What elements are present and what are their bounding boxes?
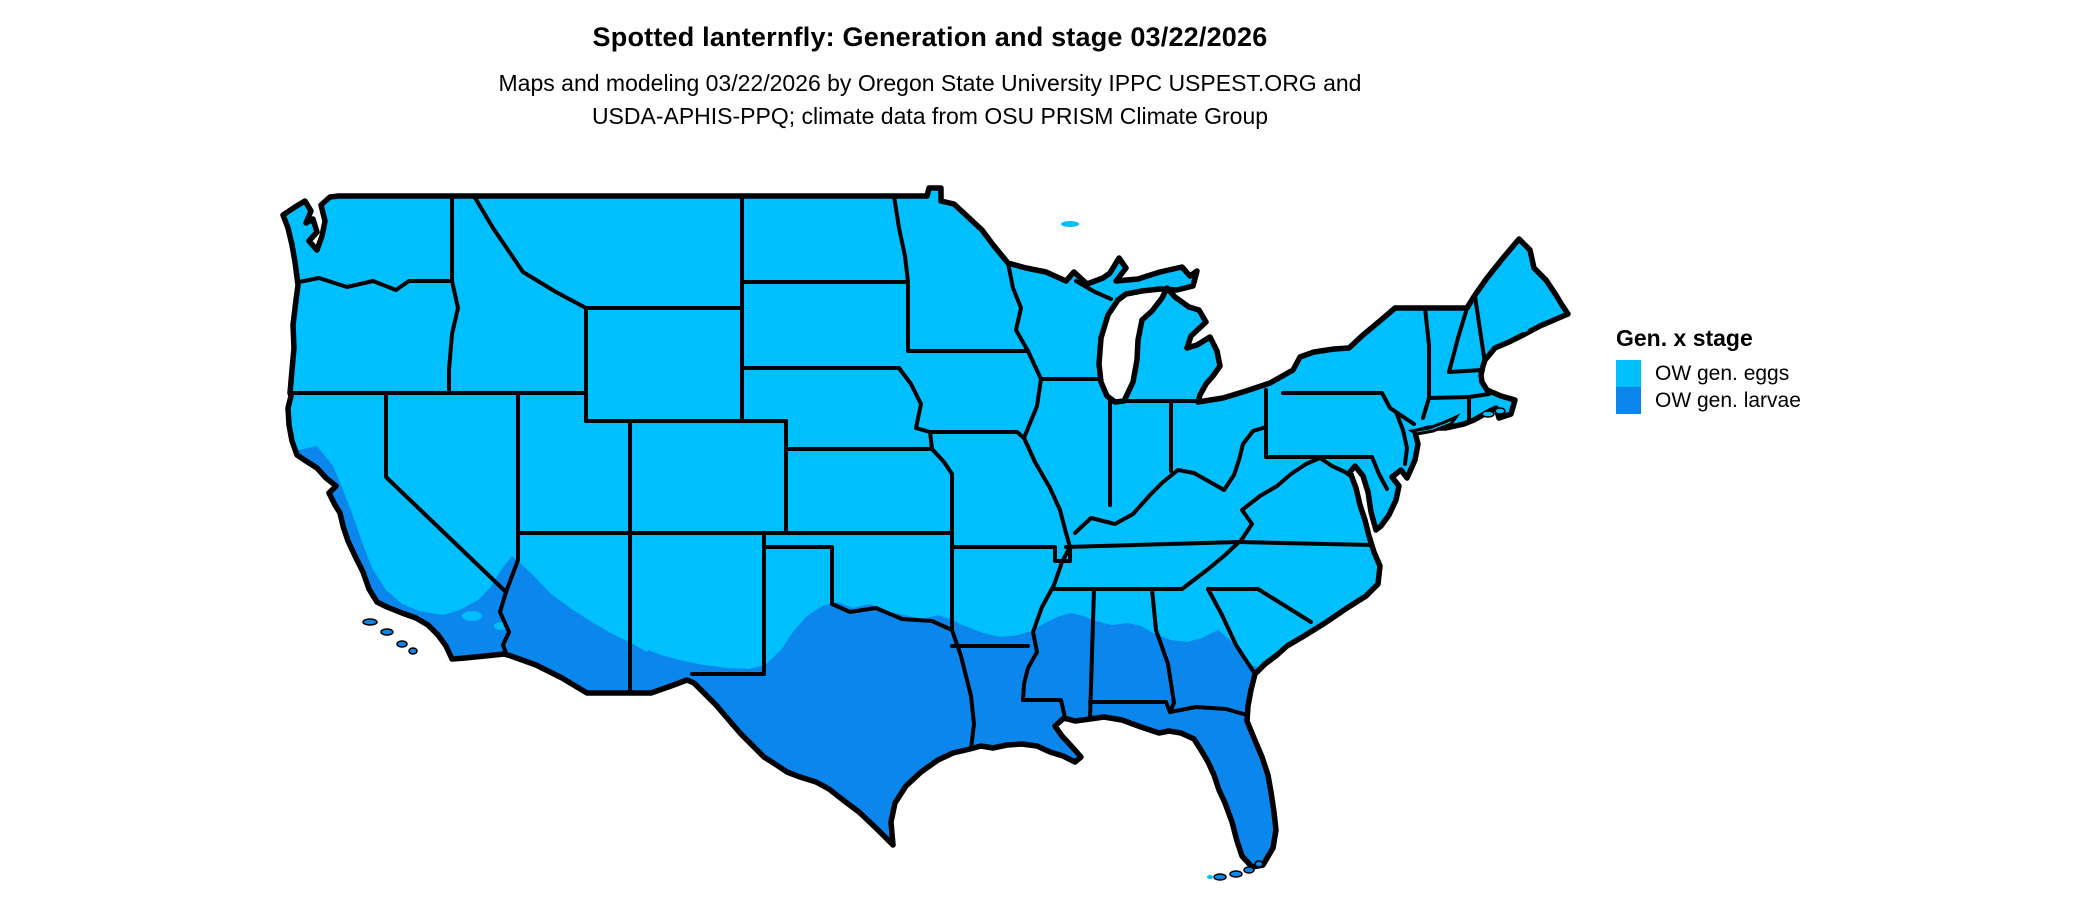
page-title: Spotted lanternfly: Generation and stage… [592,22,1268,52]
legend-title: Gen. x stage [1616,325,1753,351]
legend-label-eggs: OW gen. eggs [1655,361,1790,385]
legend-label-larvae: OW gen. larvae [1655,388,1801,412]
larvae-color-swatch [1616,387,1641,414]
eggs-color-swatch [1616,360,1641,387]
attribution-subtitle: Maps and modeling 03/22/2026 by Oregon S… [0,53,1860,133]
legend-item-larvae: OW gen. larvae [1616,387,1801,414]
header: Spotted lanternfly: Generation and stage… [0,0,1860,133]
long-island [1407,413,1461,436]
subtitle-line-1: Maps and modeling 03/22/2026 by Oregon S… [498,70,1362,96]
map-legend: Gen. x stage OW gen. eggs OW gen. larvae [1616,325,1801,414]
state-borders [283,194,1491,751]
coastal-specks [1061,221,1537,879]
legend-item-eggs: OW gen. eggs [1616,360,1801,387]
subtitle-line-2: USDA-APHIS-PPQ; climate data from OSU PR… [591,103,1269,129]
offshore-islands [362,407,1506,881]
